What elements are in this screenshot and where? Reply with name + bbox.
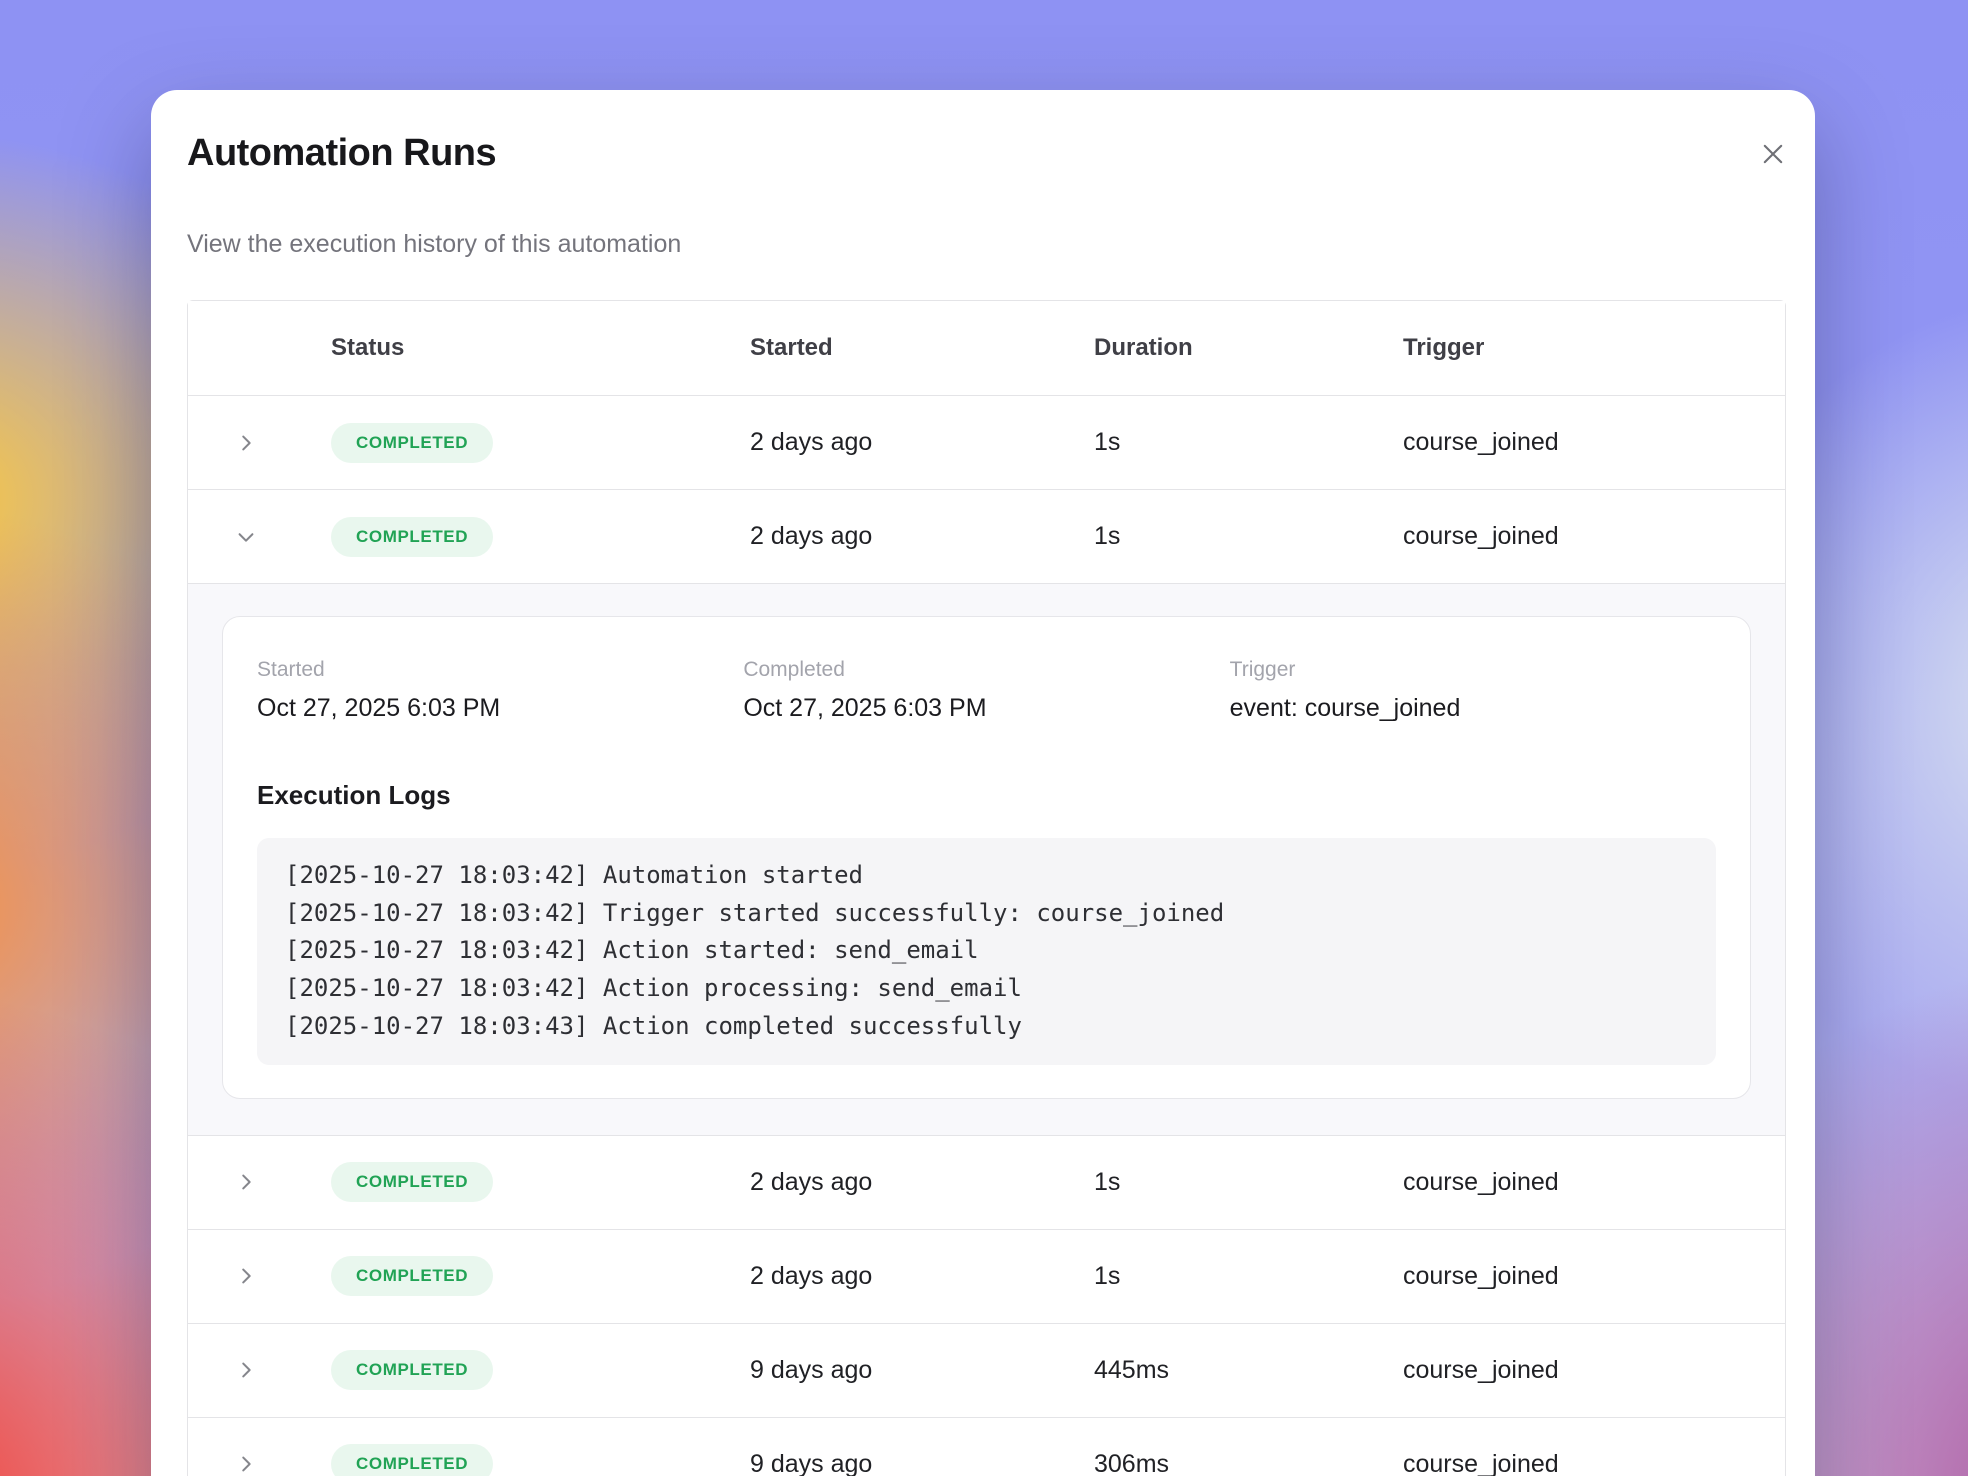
run-row[interactable]: COMPLETED 2 days ago 1s course_joined [188, 1134, 1785, 1229]
automation-runs-modal: Automation Runs View the execution histo… [151, 90, 1815, 1476]
close-button[interactable] [1757, 138, 1789, 170]
status-badge: COMPLETED [331, 516, 494, 557]
runs-table: Status Started Duration Trigger COMPLETE… [187, 300, 1786, 1476]
run-trigger: course_joined [1403, 1261, 1559, 1290]
detail-label: Trigger [1229, 658, 1296, 681]
detail-label: Completed [743, 658, 845, 681]
page-title: Automation Runs [187, 132, 497, 174]
detail-completed: Completed Oct 27, 2025 6:03 PM [743, 657, 1229, 724]
execution-logs-box: [2025-10-27 18:03:42] Automation started… [257, 838, 1716, 1065]
run-row[interactable]: COMPLETED 9 days ago 306ms course_joined [188, 1416, 1785, 1476]
run-started: 2 days ago [750, 522, 873, 550]
log-line: [2025-10-27 18:03:43] Action completed s… [285, 1011, 1022, 1040]
run-started: 9 days ago [750, 1355, 873, 1384]
chevron-right-icon [242, 435, 251, 450]
expand-row-button[interactable] [235, 1453, 257, 1475]
detail-started: Started Oct 27, 2025 6:03 PM [257, 657, 743, 724]
expand-row-button[interactable] [235, 1359, 257, 1381]
run-started: 2 days ago [750, 1167, 873, 1196]
status-badge: COMPLETED [331, 1162, 494, 1203]
log-line: [2025-10-27 18:03:42] Action started: se… [285, 936, 979, 965]
run-detail-card: Started Oct 27, 2025 6:03 PM Completed O… [222, 616, 1751, 1099]
run-detail-fields: Started Oct 27, 2025 6:03 PM Completed O… [257, 657, 1716, 724]
run-duration: 1s [1094, 1167, 1121, 1196]
chevron-right-icon [242, 1456, 251, 1472]
run-duration: 1s [1094, 522, 1121, 550]
run-duration: 306ms [1094, 1449, 1170, 1476]
run-started: 9 days ago [750, 1449, 873, 1476]
chevron-right-icon [242, 1174, 251, 1190]
run-row[interactable]: COMPLETED 2 days ago 1s course_joined [188, 395, 1785, 489]
modal-subtitle: View the execution history of this autom… [187, 230, 682, 258]
log-line: [2025-10-27 18:03:42] Action processing:… [285, 974, 1022, 1003]
log-line: [2025-10-27 18:03:42] Trigger started su… [285, 898, 1225, 927]
detail-value: Oct 27, 2025 6:03 PM [257, 694, 501, 722]
run-row[interactable]: COMPLETED 9 days ago 445ms course_joined [188, 1322, 1785, 1417]
status-badge: COMPLETED [331, 1350, 494, 1391]
collapse-row-button[interactable] [235, 526, 257, 548]
expand-row-button[interactable] [235, 1265, 257, 1287]
run-detail-section: Started Oct 27, 2025 6:03 PM Completed O… [188, 583, 1785, 1135]
run-duration: 1s [1094, 428, 1121, 456]
detail-trigger: Trigger event: course_joined [1230, 657, 1716, 724]
column-header-trigger: Trigger [1403, 334, 1485, 361]
column-header-status: Status [331, 334, 405, 361]
expand-row-button[interactable] [235, 1171, 257, 1193]
execution-logs-heading: Execution Logs [257, 780, 451, 810]
detail-label: Started [257, 658, 325, 681]
chevron-down-icon [238, 532, 254, 542]
chevron-right-icon [242, 1268, 251, 1284]
run-started: 2 days ago [750, 1261, 873, 1290]
run-row-expanded[interactable]: COMPLETED 2 days ago 1s course_joined [188, 489, 1785, 583]
run-trigger: course_joined [1403, 522, 1559, 550]
run-duration: 1s [1094, 1261, 1121, 1290]
column-header-started: Started [750, 334, 833, 361]
status-badge: COMPLETED [331, 422, 494, 463]
detail-value: event: course_joined [1229, 694, 1461, 722]
run-trigger: course_joined [1403, 1449, 1559, 1476]
status-badge: COMPLETED [331, 1256, 494, 1297]
expand-row-button[interactable] [235, 432, 257, 454]
run-trigger: course_joined [1403, 1355, 1559, 1384]
run-row[interactable]: COMPLETED 2 days ago 1s course_joined [188, 1228, 1785, 1323]
status-badge: COMPLETED [331, 1444, 494, 1476]
detail-value: Oct 27, 2025 6:03 PM [743, 694, 987, 722]
chevron-right-icon [242, 1362, 251, 1378]
column-header-duration: Duration [1094, 334, 1193, 361]
table-header-row: Status Started Duration Trigger [188, 301, 1785, 395]
run-duration: 445ms [1094, 1355, 1170, 1384]
run-started: 2 days ago [750, 428, 873, 456]
log-line: [2025-10-27 18:03:42] Automation started [285, 861, 863, 889]
run-trigger: course_joined [1403, 1167, 1559, 1196]
close-icon [1763, 144, 1783, 164]
run-trigger: course_joined [1403, 428, 1559, 456]
